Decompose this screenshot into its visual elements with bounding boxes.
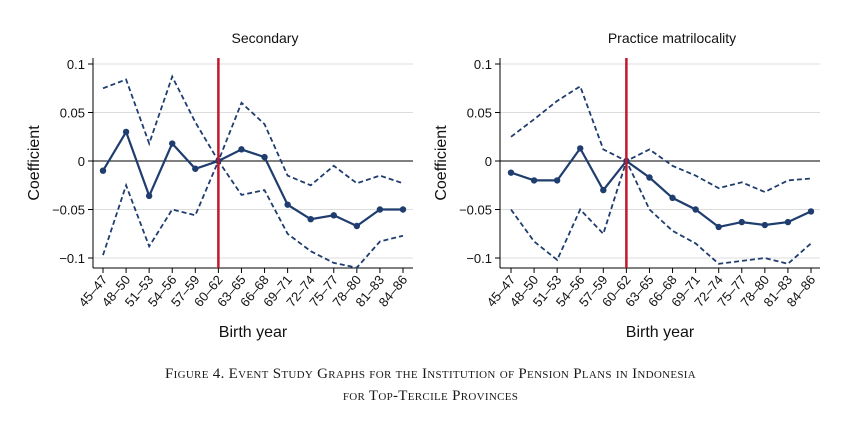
- y-axis-label: Coefficient: [26, 125, 43, 201]
- y-tick-label: −0.05: [459, 203, 492, 218]
- data-point-estimate: [761, 221, 769, 229]
- x-axis-label: Birth year: [219, 324, 288, 341]
- y-tick-label: −0.1: [466, 251, 492, 266]
- data-point-estimate: [261, 153, 268, 161]
- data-point-estimate: [600, 186, 607, 194]
- y-tick-label: 0.05: [467, 106, 492, 121]
- y-tick-label: −0.1: [59, 251, 85, 266]
- series-line-ci-upper: [510, 84, 812, 193]
- chart-title: Practice matrilocality: [608, 30, 736, 46]
- series-line-ci-upper: [102, 74, 404, 187]
- data-point-estimate: [530, 177, 538, 184]
- data-point-estimate: [715, 223, 722, 231]
- data-point-estimate: [353, 222, 361, 230]
- data-point-estimate: [238, 146, 245, 153]
- y-tick-label: 0: [485, 154, 492, 169]
- data-point-estimate: [784, 218, 792, 226]
- figure-caption-line-1: Figure 4. Event Study Graphs for the Ins…: [164, 366, 697, 382]
- y-tick-label: 0: [78, 154, 85, 169]
- series-line-estimate: [102, 129, 403, 228]
- data-point-estimate: [738, 218, 745, 226]
- data-point-estimate: [692, 206, 699, 213]
- chart-panel-1: 0.10.050−0.05−0.1Coefficient45–4748–5051…: [26, 30, 413, 341]
- data-point-estimate: [553, 177, 561, 184]
- data-point-estimate: [169, 140, 176, 147]
- data-point-estimate: [669, 194, 676, 202]
- y-tick-label: 0.1: [67, 57, 85, 72]
- data-point-estimate: [646, 174, 653, 181]
- series-line-ci-lower: [102, 159, 404, 269]
- data-point-estimate: [284, 201, 291, 208]
- data-point-estimate: [307, 216, 314, 223]
- data-point-estimate: [99, 167, 107, 174]
- data-point-estimate: [145, 192, 153, 200]
- data-point-estimate: [577, 145, 584, 152]
- series-line-ci-lower: [510, 158, 812, 265]
- chart-title: Secondary: [232, 30, 299, 46]
- series-line-estimate: [510, 146, 812, 229]
- figure: 0.10.050−0.05−0.1Coefficient45–4748–5051…: [26, 30, 820, 341]
- x-axis-label: Birth year: [626, 324, 695, 341]
- y-tick-label: 0.1: [474, 57, 492, 72]
- y-tick-label: 0.05: [60, 106, 85, 121]
- data-point-estimate: [507, 169, 515, 176]
- data-point-estimate: [807, 208, 815, 215]
- data-point-estimate: [192, 165, 199, 172]
- data-point-estimate: [376, 206, 384, 213]
- figure-caption-line-2: for Top-Tercile Provinces: [342, 388, 519, 404]
- chart-panel-2: 0.10.050−0.05−0.1Coefficient45–4748–5051…: [433, 30, 820, 341]
- y-axis-label: Coefficient: [433, 125, 450, 201]
- data-point-estimate: [399, 206, 407, 213]
- data-point-estimate: [330, 212, 337, 219]
- data-point-estimate: [122, 128, 130, 136]
- y-tick-label: −0.05: [52, 203, 85, 218]
